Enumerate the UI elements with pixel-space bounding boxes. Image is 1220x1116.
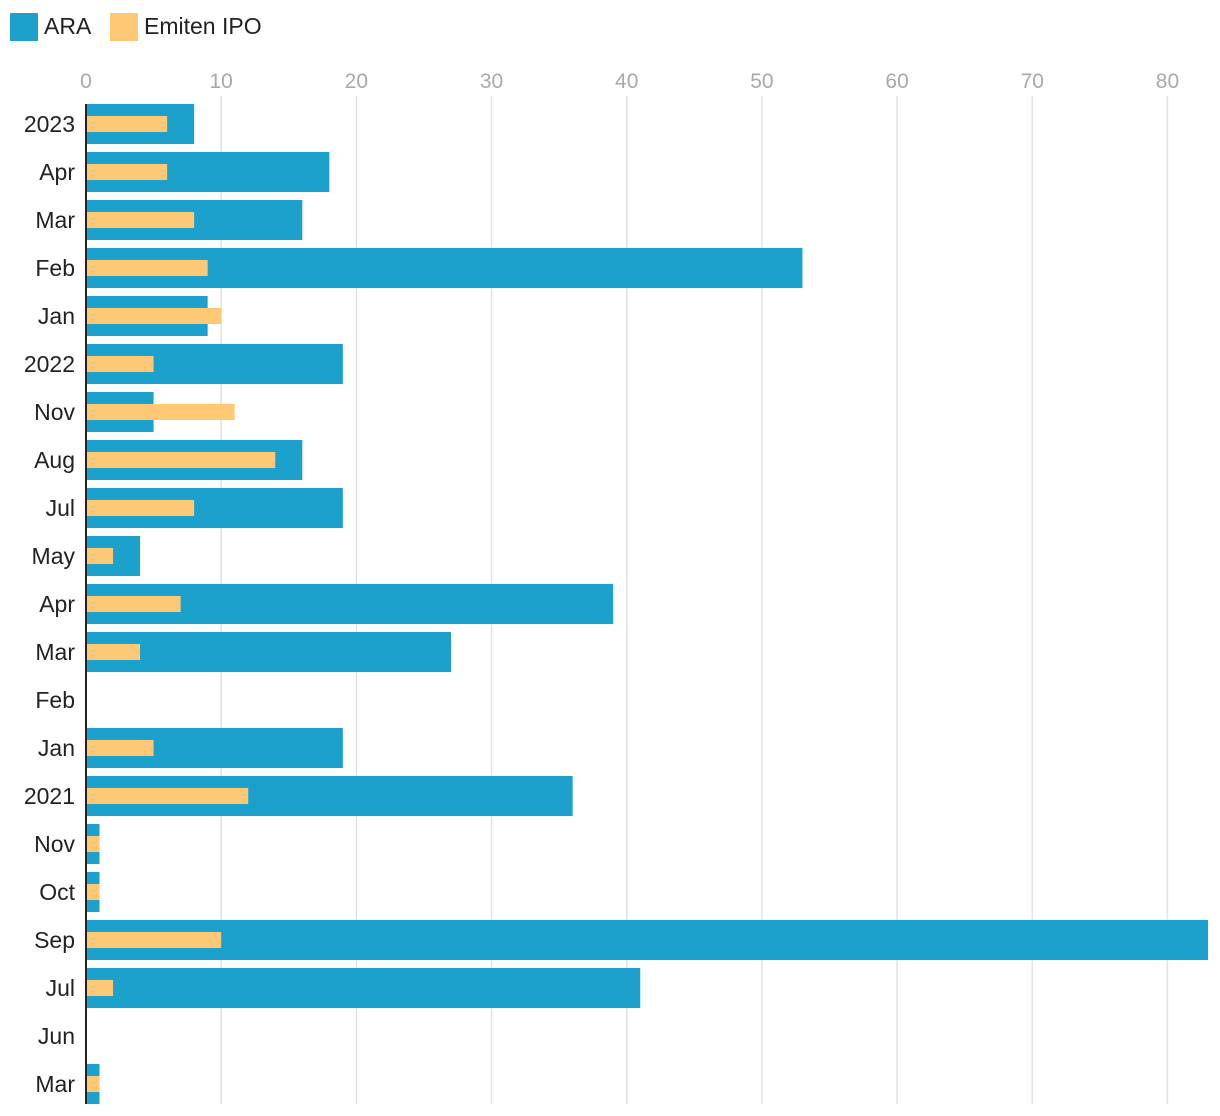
bar-emiten-ipo (86, 260, 208, 276)
bar-emiten-ipo (86, 356, 154, 372)
category-label: 2021 (24, 783, 75, 809)
bar-emiten-ipo (86, 164, 168, 180)
bar-ara (86, 968, 641, 1008)
category-label: Sep (34, 927, 75, 953)
x-axis-tick-labels: 0 10 20 30 40 50 60 70 80 (80, 70, 1179, 93)
legend-label-emiten-ipo: Emiten IPO (144, 13, 262, 39)
bar-emiten-ipo (86, 644, 141, 660)
category-label: 2022 (24, 351, 75, 377)
legend-swatch-emiten-ipo (110, 13, 138, 41)
x-tick-label: 20 (345, 70, 368, 93)
bar-ara (86, 920, 1208, 960)
bar-emiten-ipo (86, 308, 222, 324)
bar-emiten-ipo (86, 404, 235, 420)
x-tick-label: 30 (480, 70, 503, 93)
bar-emiten-ipo (86, 500, 195, 516)
bar-emiten-ipo (86, 548, 114, 564)
x-tick-label: 0 (80, 70, 92, 93)
category-label: Feb (35, 255, 75, 281)
category-label: Jul (46, 975, 75, 1001)
bar-emiten-ipo (86, 116, 168, 132)
bar-emiten-ipo (86, 836, 100, 852)
bars (86, 104, 1208, 1104)
x-tick-label: 40 (615, 70, 638, 93)
x-tick-label: 70 (1021, 70, 1044, 93)
legend-label-ara: ARA (44, 13, 92, 39)
legend-swatch-ara (10, 13, 38, 41)
bar-emiten-ipo (86, 884, 100, 900)
x-tick-label: 50 (750, 70, 773, 93)
category-label: Nov (34, 831, 75, 857)
x-tick-label: 80 (1156, 70, 1179, 93)
bar-emiten-ipo (86, 932, 222, 948)
category-label: Jan (38, 303, 75, 329)
category-label: Mar (35, 207, 75, 233)
bar-emiten-ipo (86, 212, 195, 228)
bar-emiten-ipo (86, 740, 154, 756)
category-label: Jun (38, 1023, 75, 1049)
category-label: Aug (34, 447, 75, 473)
y-axis-category-labels: 2023 Apr Mar Feb Jan 2022 Nov Aug Jul May Apr Mar Fe… (24, 111, 76, 1097)
x-tick-label: 10 (210, 70, 233, 93)
category-label: Mar (35, 1071, 75, 1097)
category-label: Apr (39, 591, 75, 617)
bar-emiten-ipo (86, 1076, 100, 1092)
category-label: May (32, 543, 76, 569)
category-label: 2023 (24, 111, 75, 137)
category-label: Nov (34, 399, 75, 425)
bar-emiten-ipo (86, 596, 181, 612)
category-label: Mar (35, 639, 75, 665)
bar-emiten-ipo (86, 452, 276, 468)
x-tick-label: 60 (885, 70, 908, 93)
category-label: Jan (38, 735, 75, 761)
category-label: Jul (46, 495, 75, 521)
category-label: Oct (39, 879, 75, 905)
chart-legend: ARA Emiten IPO (10, 13, 262, 41)
category-label: Feb (35, 687, 75, 713)
category-label: Apr (39, 159, 75, 185)
bar-emiten-ipo (86, 980, 114, 996)
bar-emiten-ipo (86, 788, 249, 804)
bar-ara (86, 632, 451, 672)
